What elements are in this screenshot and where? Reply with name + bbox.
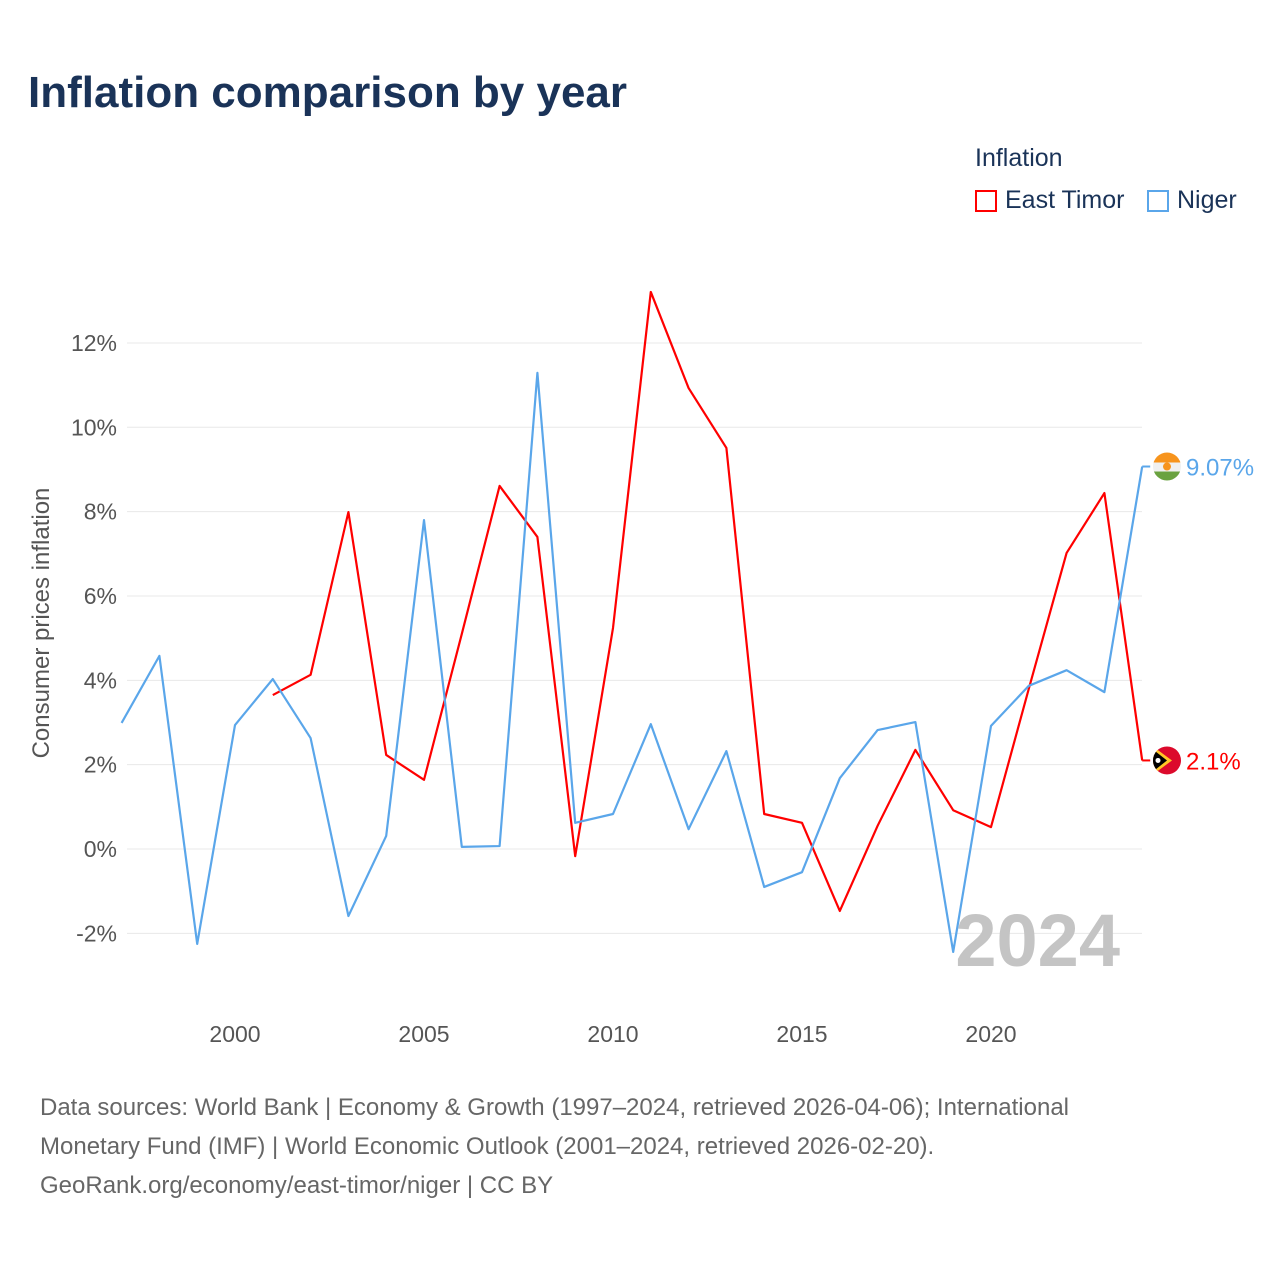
x-tick-label: 2010 xyxy=(587,1021,638,1047)
flag-stripe xyxy=(1153,471,1181,481)
end-value-label: 9.07% xyxy=(1186,455,1254,482)
legend-item-niger[interactable]: Niger xyxy=(1147,186,1237,215)
flag xyxy=(1153,452,1181,481)
legend-item-east-timor[interactable]: East Timor xyxy=(975,186,1124,215)
legend-swatch-east-timor xyxy=(975,189,997,212)
legend-label: Niger xyxy=(1177,186,1237,214)
x-tick-label: 2000 xyxy=(209,1021,260,1047)
y-tick-label: 8% xyxy=(84,499,117,525)
niger-flag-icon xyxy=(1153,452,1181,481)
series-line-niger xyxy=(120,371,1144,953)
y-tick-label: 12% xyxy=(71,330,117,356)
y-tick-label: -2% xyxy=(76,920,117,946)
source-line: Data sources: World Bank | Economy & Gro… xyxy=(40,1094,1070,1121)
y-tick-label: 2% xyxy=(84,752,117,778)
footer: Data sources: World Bank | Economy & Gro… xyxy=(40,1088,1220,1205)
y-tick-label: 6% xyxy=(84,583,117,609)
east-timor-flag-icon xyxy=(1153,746,1181,775)
source-link[interactable]: GeoRank.org/economy/east-timor/niger | C… xyxy=(40,1172,554,1199)
watermark-year: 2024 xyxy=(955,899,1120,982)
flag-sun xyxy=(1163,462,1171,471)
y-tick-label: 4% xyxy=(84,667,117,693)
chart-title: Inflation comparison by year xyxy=(28,68,628,117)
legend-label: East Timor xyxy=(1005,186,1125,214)
x-tick-label: 2015 xyxy=(776,1021,827,1047)
series-line-east-timor xyxy=(272,290,1144,913)
source-line: Monetary Fund (IMF) | World Economic Out… xyxy=(40,1133,935,1160)
end-value-label: 2.1% xyxy=(1186,748,1241,775)
flag-stripe xyxy=(1153,452,1181,463)
flag-star xyxy=(1155,757,1161,763)
y-tick-label: 10% xyxy=(71,414,117,440)
flag xyxy=(1153,746,1181,775)
y-tick-label: 0% xyxy=(84,836,117,862)
x-tick-label: 2020 xyxy=(965,1021,1016,1047)
legend-swatch-niger xyxy=(1147,189,1169,212)
x-tick-label: 2005 xyxy=(398,1021,449,1047)
legend-title: Inflation xyxy=(975,144,1063,172)
